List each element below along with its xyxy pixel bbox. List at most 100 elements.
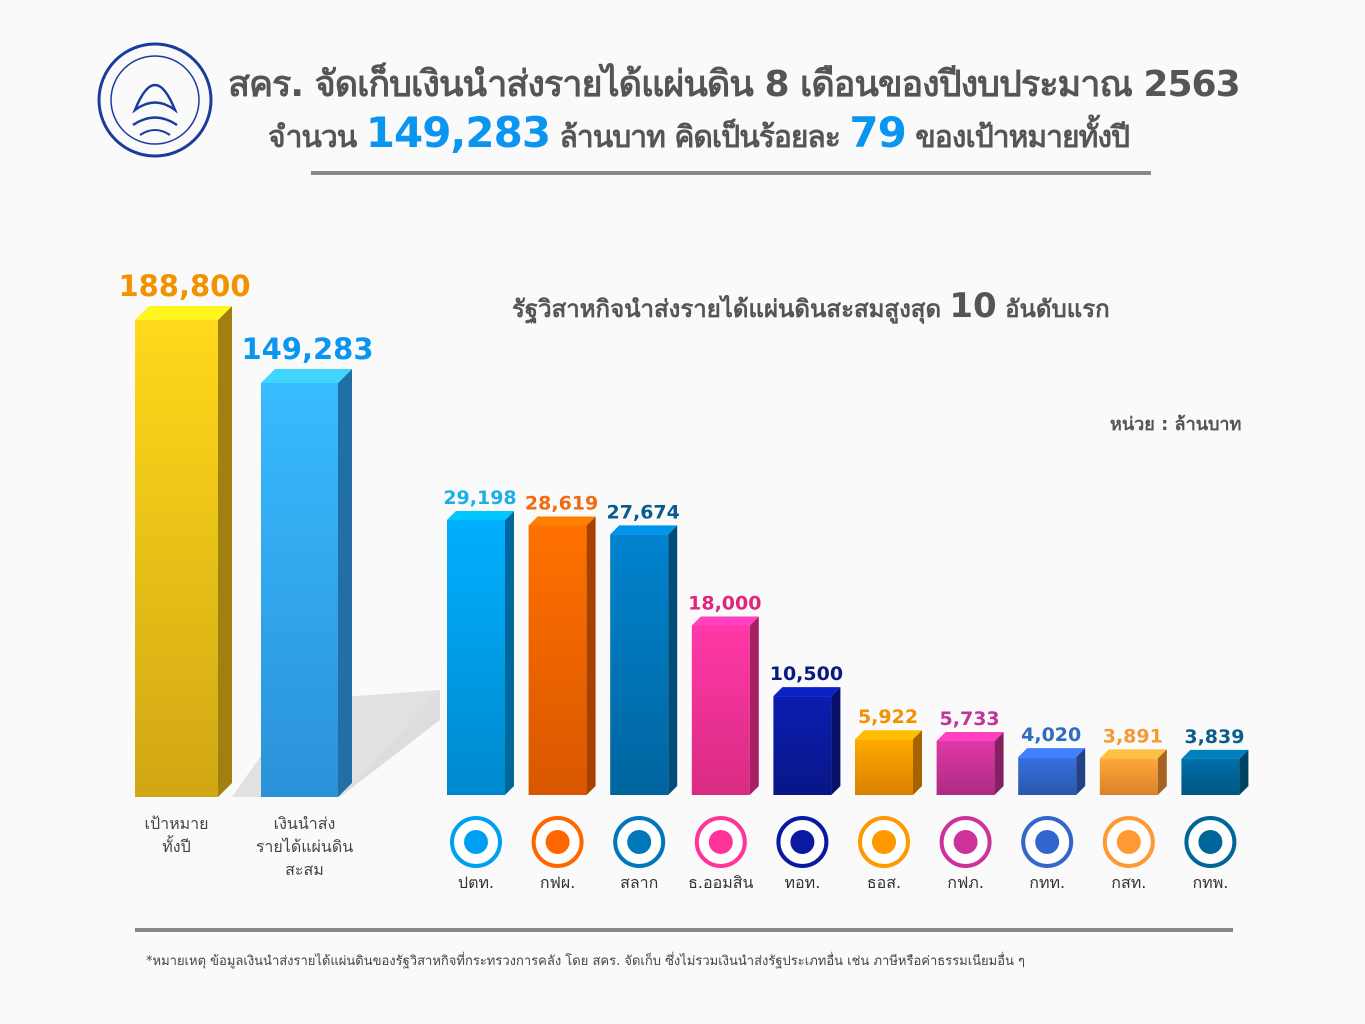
bar-top — [1099, 749, 1167, 759]
data-label: 28,619 — [525, 492, 598, 514]
category-label: ธ.ออมสิน — [688, 873, 753, 892]
data-label: 3,839 — [1184, 726, 1244, 748]
bar-top — [1181, 749, 1249, 759]
category-label: ปตท. — [458, 873, 494, 892]
bar-side — [668, 525, 678, 795]
logo-core — [953, 830, 978, 854]
title-line1: สคร. จัดเก็บเงินนำส่งรายได้แผ่นดิน 8 เดื… — [228, 64, 1241, 105]
bar-side — [505, 511, 514, 795]
data-label: 27,674 — [607, 501, 680, 523]
category-label: กทพ. — [1192, 873, 1228, 892]
title-text: ล้านบาท คิดเป็นร้อยละ — [559, 120, 841, 155]
bar-top — [528, 516, 596, 526]
data-label: 5,922 — [858, 706, 918, 728]
pea-icon — [939, 816, 992, 868]
bar-side — [749, 616, 759, 795]
bar — [528, 525, 587, 795]
data-label: 18,000 — [688, 592, 761, 614]
logo-core — [1116, 830, 1141, 854]
title-divider — [311, 171, 1151, 175]
cat-icon — [1102, 816, 1155, 868]
bar-top — [610, 525, 678, 535]
bar — [1181, 758, 1240, 795]
category-label: รายได้แผ่นดิน — [256, 837, 353, 856]
category-label: ทั้งปี — [162, 835, 191, 856]
footer-divider — [135, 928, 1233, 932]
bar-top — [773, 687, 841, 697]
bar — [936, 741, 995, 795]
pttp-icon — [450, 816, 502, 868]
bar — [1099, 758, 1158, 795]
category-label: ทอท. — [785, 873, 821, 892]
category-label: กทท. — [1029, 873, 1065, 892]
sepo-logo-icon — [97, 42, 213, 158]
data-label: 5,733 — [940, 708, 1000, 730]
logo-core — [872, 830, 896, 854]
logo-core — [627, 830, 652, 854]
bar — [1018, 757, 1077, 795]
logo-core — [708, 830, 733, 854]
aot-icon — [776, 816, 829, 868]
ghb-icon — [858, 816, 910, 868]
category-label: กสท. — [1111, 873, 1146, 892]
bar — [135, 320, 218, 797]
bar — [447, 520, 505, 795]
bar-top — [447, 511, 514, 520]
exat-icon — [1184, 816, 1237, 868]
bar-top — [135, 306, 232, 320]
title-amount: 149,283 — [365, 108, 551, 157]
data-label: 4,020 — [1021, 724, 1081, 746]
footnote: *หมายเหตุ ข้อมูลเงินนำส่งรายได้แผ่นดินขอ… — [146, 954, 1026, 969]
data-label: 149,283 — [241, 332, 373, 366]
subtitle-text: รัฐวิสาหกิจนำส่งรายได้แผ่นดินสะสมสูงสุด — [512, 295, 942, 323]
category-label: สลาก — [620, 873, 658, 892]
bar-top — [261, 369, 352, 383]
bar-side — [1157, 749, 1167, 795]
chart-subtitle: รัฐวิสาหกิจนำส่งรายได้แผ่นดินสะสมสูงสุด … — [512, 286, 1110, 328]
category-label: เงินนำส่ง — [274, 814, 336, 833]
bar-top — [855, 730, 922, 740]
bar-top — [691, 616, 759, 626]
bar-side — [586, 516, 596, 795]
unit-label: หน่วย : ล้านบาท — [1110, 414, 1242, 435]
title-text: ของเป้าหมายทั้งปี — [915, 120, 1130, 155]
subtitle-text: อันดับแรก — [1005, 295, 1110, 323]
bar — [773, 696, 832, 795]
port-icon — [1021, 816, 1074, 868]
data-label: 10,500 — [770, 663, 843, 685]
logo-core — [1198, 830, 1223, 854]
data-label: 3,891 — [1103, 725, 1163, 747]
category-label: กฟภ. — [947, 873, 984, 892]
title-text: จำนวน — [268, 120, 357, 155]
category-label: ธอส. — [867, 873, 901, 892]
bar — [610, 534, 669, 795]
category-label: สะสม — [285, 860, 324, 879]
bar — [855, 739, 913, 795]
bar-side — [338, 369, 352, 797]
bar-top — [936, 732, 1004, 742]
title-line2: จำนวน 149,283 ล้านบาท คิดเป็นร้อยละ 79 ข… — [268, 108, 1130, 161]
logo-core — [464, 830, 488, 854]
bar-top — [1018, 748, 1086, 758]
logo-core — [545, 830, 570, 854]
lottery-icon — [613, 816, 666, 868]
bar-side — [1076, 748, 1086, 795]
logo-core — [1035, 830, 1060, 854]
category-label: เป้าหมาย — [144, 814, 208, 833]
bar-side — [994, 732, 1004, 795]
gsb-icon — [694, 816, 747, 868]
logo-core — [790, 830, 815, 854]
title-percent: 79 — [849, 108, 906, 157]
category-label: กฟผ. — [540, 873, 575, 892]
bar — [261, 383, 338, 797]
bar-shadow — [232, 690, 440, 797]
bar-side — [913, 730, 922, 795]
bar-side — [831, 687, 841, 795]
bar-side — [1239, 749, 1249, 795]
egat-icon — [531, 816, 584, 868]
subtitle-number: 10 — [949, 286, 997, 326]
data-label: 188,800 — [118, 269, 250, 303]
data-label: 29,198 — [443, 487, 516, 509]
